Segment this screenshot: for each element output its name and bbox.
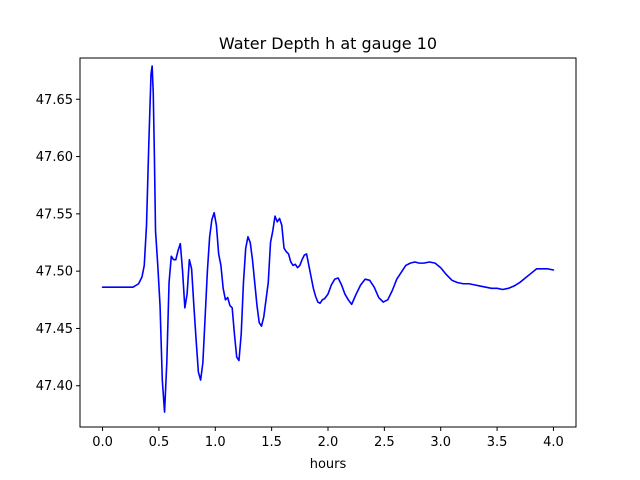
y-tick-label: 47.50 (36, 265, 73, 280)
y-tick-label: 47.60 (36, 150, 73, 165)
x-tick-label: 0.0 (92, 435, 113, 450)
y-tick-label: 47.55 (36, 207, 73, 222)
x-tick-label: 1.0 (205, 435, 226, 450)
x-axis-label: hours (310, 457, 347, 472)
x-tick-label: 4.0 (543, 435, 564, 450)
y-tick-label: 47.40 (36, 379, 73, 394)
y-tick-label: 47.65 (36, 93, 73, 108)
chart-title: Water Depth h at gauge 10 (219, 34, 437, 53)
series-line-0 (101, 65, 555, 413)
x-tick-label: 0.5 (149, 435, 170, 450)
y-tick-label: 47.45 (36, 322, 73, 337)
x-tick-label: 3.5 (487, 435, 508, 450)
plot-area: 0.0 0.5 1.0 1.5 2.0 2.5 3.0 3.5 4.0 47.40 47.45 47.… (36, 57, 577, 450)
x-tick-label: 2.5 (374, 435, 395, 450)
x-tick-label: 3.0 (430, 435, 451, 450)
x-tick-label: 1.5 (261, 435, 282, 450)
x-tick-label: 2.0 (318, 435, 339, 450)
